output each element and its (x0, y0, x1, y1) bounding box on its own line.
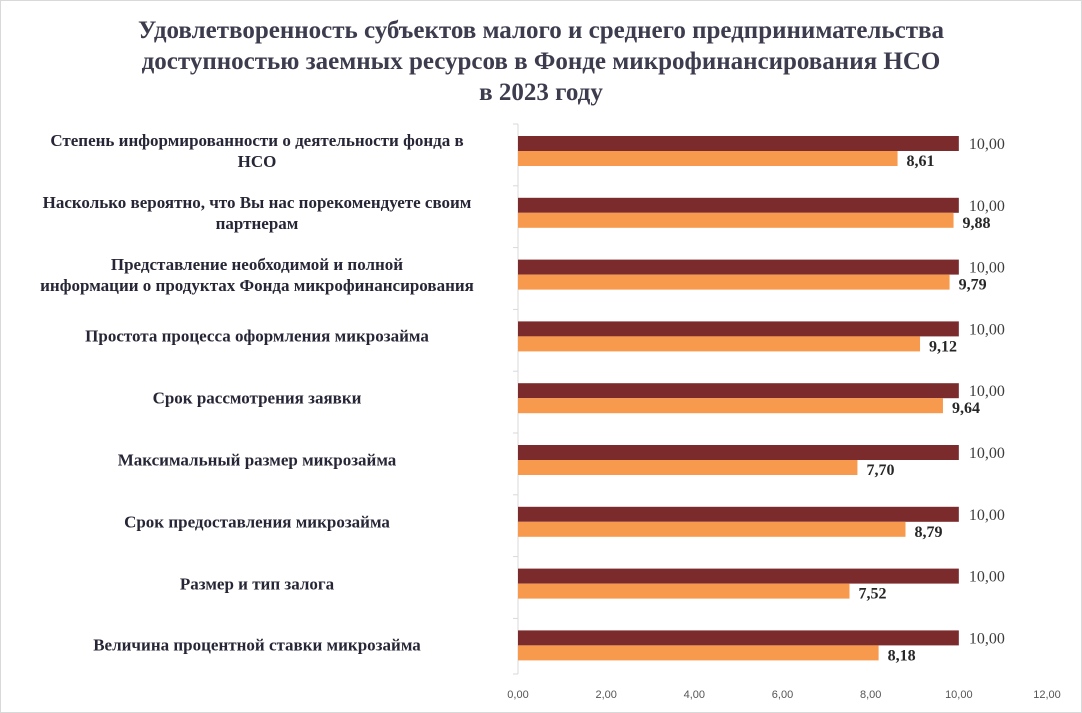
bar-series-2 (518, 212, 954, 228)
bar-series-2 (518, 336, 921, 352)
bar-series-1 (518, 136, 959, 151)
bar-series-1 (518, 259, 959, 275)
bar-series-1 (518, 568, 959, 584)
bar-series-2 (518, 398, 943, 414)
data-label-series-2: 9,12 (929, 338, 957, 355)
data-label-series-1: 10,00 (969, 445, 1005, 462)
bar-series-2 (518, 274, 950, 290)
category-label: Размер и тип залога (9, 573, 505, 594)
category-label: Срок рассмотрения заявки (9, 388, 505, 409)
data-label-series-1: 10,00 (969, 136, 1005, 153)
category-label-line: информации о продуктах Фонда микрофинанс… (40, 275, 474, 295)
x-tick-label: 10,00 (945, 689, 973, 701)
data-label-series-2: 7,52 (859, 586, 887, 603)
chart-title: Удовлетворенность субъектов малого и сре… (41, 15, 1041, 108)
data-label-series-1: 10,00 (969, 383, 1005, 400)
data-label-series-1: 10,00 (969, 198, 1005, 215)
chart-title-line-3: в 2023 году (479, 79, 603, 106)
category-label-line: Степень информированности о деятельности… (50, 131, 464, 150)
x-tick-label: 4,00 (684, 689, 705, 701)
bar-series-1 (518, 445, 959, 460)
data-label-series-1: 10,00 (969, 260, 1005, 277)
x-tick-label: 0,00 (507, 689, 528, 701)
bar-series-1 (518, 197, 959, 213)
category-label: Максимальный размер микрозайма (9, 450, 505, 471)
x-tick-label: 6,00 (772, 689, 793, 701)
category-label-line: Срок предоставления микрозайма (124, 512, 390, 532)
category-label-line: партнерам (215, 213, 299, 233)
category-label-line: Насколько вероятно, что Вы нас порекомен… (42, 192, 472, 212)
bar-series-2 (518, 151, 898, 166)
x-tick-label: 12,00 (1033, 689, 1061, 701)
data-label-series-1: 10,00 (969, 321, 1005, 338)
category-label-line: Размер и тип залога (179, 574, 335, 594)
data-label-series-2: 8,18 (888, 647, 916, 664)
bar-series-1 (518, 383, 959, 399)
chart-title-line-2: доступностью заемных ресурсов в Фонде ми… (141, 48, 941, 75)
category-label-line: Простота процесса оформления микрозайма (85, 326, 429, 346)
data-label-series-2: 9,88 (963, 215, 991, 232)
data-label-series-2: 9,64 (952, 400, 980, 417)
data-label-series-2: 9,79 (959, 277, 987, 294)
chart-title-line-1: Удовлетворенность субъектов малого и сре… (137, 17, 945, 44)
category-label: Представление необходимой и полной информ… (9, 254, 505, 296)
category-label-line: Величина процентной ставки микрозайма (93, 635, 421, 655)
bar-series-2 (518, 645, 879, 661)
category-label-line: Представление необходимой и полной (110, 254, 404, 274)
x-tick-label: 2,00 (595, 689, 616, 701)
category-label: Простота процесса оформления микрозайма (9, 326, 505, 347)
bar-series-2 (518, 583, 850, 599)
bar-series-1 (518, 506, 959, 522)
category-label: Величина процентной ставки микрозайма (9, 635, 505, 656)
category-label: Степень информированности о деятельности… (9, 130, 505, 172)
data-label-series-2: 7,70 (866, 462, 894, 479)
bar-series-2 (518, 521, 906, 537)
data-label-series-2: 8,61 (907, 153, 935, 170)
category-label: Насколько вероятно, что Вы нас порекомен… (9, 192, 505, 234)
category-label-line: Максимальный размер микрозайма (117, 450, 397, 470)
category-label-line: НСО (237, 152, 277, 171)
data-label-series-2: 8,79 (914, 524, 942, 541)
bar-series-1 (518, 630, 959, 646)
x-tick-label: 8,00 (860, 689, 881, 701)
bar-series-1 (518, 321, 959, 337)
bar-series-2 (518, 460, 858, 475)
data-label-series-1: 10,00 (969, 630, 1005, 647)
data-label-series-1: 10,00 (969, 569, 1005, 586)
data-label-series-1: 10,00 (969, 507, 1005, 524)
category-label: Срок предоставления микрозайма (9, 511, 505, 532)
category-label-line: Срок рассмотрения заявки (152, 388, 362, 408)
